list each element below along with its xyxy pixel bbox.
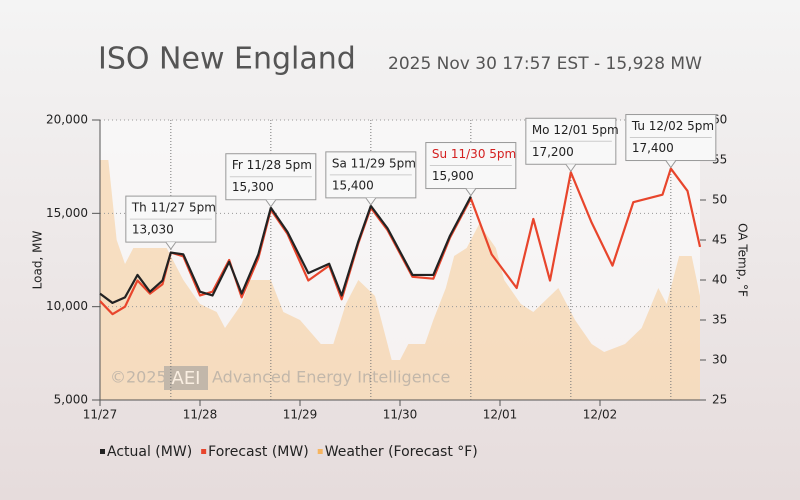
callout: Th 11/27 5pm 13,030	[125, 195, 217, 250]
callout-label: Sa 11/29 5pm	[332, 156, 416, 170]
y2-tick-label: 40	[712, 273, 727, 287]
callout: Tu 12/02 5pm 17,400	[625, 114, 717, 169]
callout: Su 11/30 5pm 15,900	[425, 142, 517, 197]
y2-tick-label: 25	[712, 393, 727, 407]
y-tick-label: 5,000	[54, 393, 88, 407]
callout-label: Su 11/30 5pm	[432, 147, 516, 161]
x-tick-label: 12/02	[583, 408, 618, 422]
y2-tick-label: 35	[712, 313, 727, 327]
legend-label: Actual (MW)	[107, 444, 192, 460]
callout-label: Th 11/27 5pm	[131, 201, 216, 215]
chart-title: ISO New England	[98, 42, 356, 77]
watermark-text: Advanced Energy Intelligence	[212, 368, 450, 387]
y-tick-label: 20,000	[46, 113, 88, 127]
x-tick-label: 11/27	[83, 408, 118, 422]
callout-value: 17,200	[532, 145, 574, 159]
weather-area	[100, 160, 700, 400]
callout-value: 13,030	[132, 223, 174, 237]
watermark: ©2025 AEI Advanced Energy Intelligence	[110, 366, 450, 390]
callout-pointer	[565, 163, 577, 173]
y2-tick-label: 45	[712, 233, 727, 247]
watermark-text: ©2025	[110, 368, 167, 387]
legend-swatch	[317, 449, 323, 454]
y2-tick-label: 50	[712, 193, 727, 207]
y2-tick-label: 30	[712, 353, 727, 367]
callout-label: Fr 11/28 5pm	[232, 158, 312, 172]
callout-pointer	[165, 241, 177, 250]
callout-label: Tu 12/02 5pm	[631, 119, 714, 133]
callout-pointer	[665, 160, 677, 169]
x-tick-label: 11/28	[183, 408, 218, 422]
callout: Mo 12/01 5pm 17,200	[525, 117, 619, 173]
legend-label: Forecast (MW)	[208, 444, 309, 460]
watermark-logo: AEI	[172, 368, 201, 389]
callout: Sa 11/29 5pm 15,400	[325, 151, 417, 206]
x-tick-label: 11/29	[283, 408, 318, 422]
callout-value: 17,400	[632, 141, 674, 155]
legend-swatch	[201, 449, 207, 454]
y-axis-label: Load, MW	[31, 231, 45, 290]
callout-pointer	[465, 188, 477, 197]
chart-subtitle: 2025 Nov 30 17:57 EST - 15,928 MW	[388, 54, 702, 74]
callout-value: 15,300	[232, 180, 274, 194]
callout-pointer	[265, 199, 277, 208]
callout-value: 15,900	[432, 169, 474, 183]
load-line	[99, 196, 472, 305]
x-tick-label: 11/30	[383, 408, 418, 422]
callout-pointer	[365, 197, 377, 206]
y-tick-label: 15,000	[46, 206, 88, 220]
x-tick-label: 12/01	[483, 408, 518, 422]
legend-swatch	[100, 449, 105, 454]
callout: Fr 11/28 5pm 15,300	[225, 153, 317, 208]
callout-label: Mo 12/01 5pm	[532, 123, 619, 137]
callout-value: 15,400	[332, 178, 374, 192]
legend-label: Weather (Forecast °F)	[325, 444, 478, 460]
y-tick-label: 10,000	[46, 299, 88, 313]
y2-axis-label: OA Temp, °F	[736, 223, 750, 297]
